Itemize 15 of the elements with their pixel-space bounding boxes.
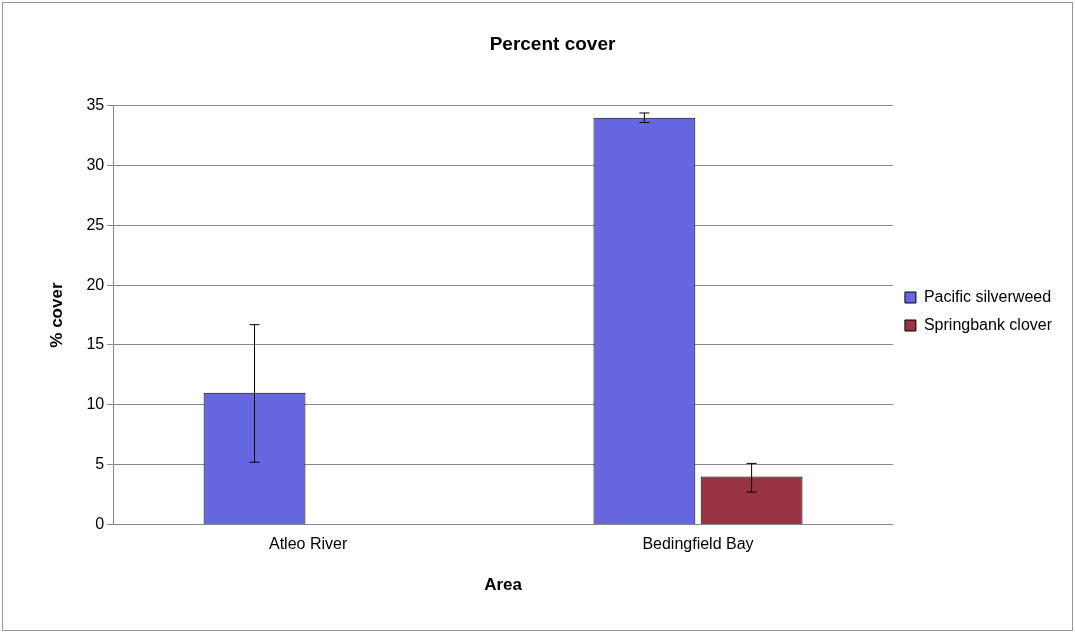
x-axis-title: Area: [484, 575, 523, 595]
x-tick-label: Atleo River: [269, 535, 348, 553]
y-tick-label: 25: [86, 215, 105, 233]
y-tick-label: 35: [86, 96, 105, 114]
y-tick-label: 10: [86, 395, 105, 413]
y-tick-label: 5: [95, 455, 105, 473]
chart-title: Percent cover: [489, 32, 616, 54]
legend-label: Pacific silverweed: [923, 287, 1052, 305]
y-tick-label: 0: [95, 514, 105, 532]
y-tick-label: 15: [86, 335, 105, 353]
y-tick-label: 20: [86, 275, 105, 293]
legend-label: Springbank clover: [923, 315, 1053, 333]
x-tick-label: Bedingfield Bay: [642, 535, 754, 553]
y-tick-label: 30: [86, 156, 105, 174]
y-axis-title: % cover: [46, 282, 66, 348]
